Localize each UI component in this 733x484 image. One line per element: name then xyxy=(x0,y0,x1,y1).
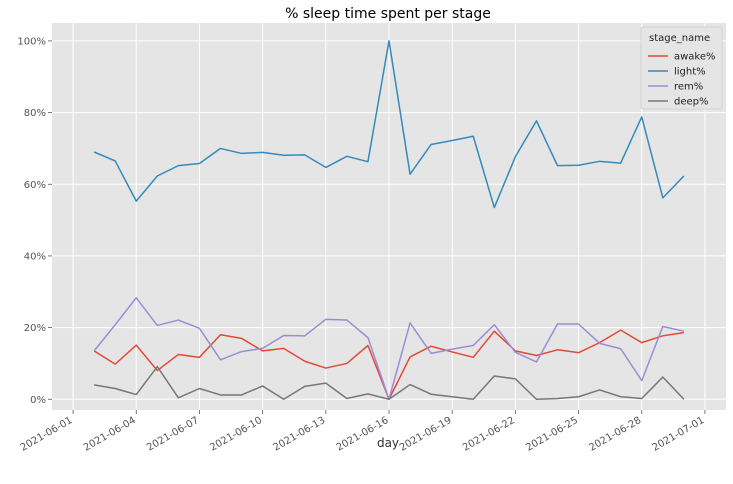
legend-label: awake% xyxy=(674,52,716,63)
gridlines xyxy=(52,23,726,410)
x-tick-label: 2021-06-13 xyxy=(271,415,327,454)
series-lines xyxy=(93,40,685,400)
y-tick-label: 20% xyxy=(24,323,46,334)
x-tick-label: 2021-06-28 xyxy=(587,415,643,454)
x-tick-label: 2021-06-04 xyxy=(82,415,138,454)
legend-box xyxy=(640,26,723,110)
x-tick-label: 2021-06-01 xyxy=(19,415,75,454)
x-tick-label: 2021-06-19 xyxy=(398,415,454,454)
x-tick-label: 2021-06-22 xyxy=(461,415,517,454)
y-tick-label: 100% xyxy=(17,36,46,47)
legend-title: stage_name xyxy=(649,33,710,44)
series-line-light-pct xyxy=(93,40,685,209)
y-axis: 0% 20% 40% 60% 80% 100% xyxy=(17,36,52,406)
x-tick-label: 2021-06-07 xyxy=(145,415,201,454)
legend-items: awake% light% rem% deep% xyxy=(648,52,716,108)
legend-label: deep% xyxy=(674,97,709,108)
x-axis: 2021-06-01 2021-06-04 2021-06-07 2021-06-10… xyxy=(19,410,707,454)
x-tick-label: 2021-07-01 xyxy=(651,415,707,454)
y-tick-label: 80% xyxy=(24,108,46,119)
y-tick-label: 60% xyxy=(24,180,46,191)
legend: stage_name awake% light% rem% deep% xyxy=(640,26,723,110)
y-tick-label: 40% xyxy=(24,251,46,262)
chart-title: % sleep time spent per stage xyxy=(285,6,491,22)
series-line-deep-pct xyxy=(94,365,685,400)
legend-label: light% xyxy=(674,67,706,78)
x-tick-label: 2021-06-10 xyxy=(208,415,264,454)
y-tick-label: 0% xyxy=(30,395,46,406)
legend-label: rem% xyxy=(674,82,703,93)
x-tick-label: 2021-06-25 xyxy=(524,415,580,454)
x-axis-title: day xyxy=(377,436,399,450)
